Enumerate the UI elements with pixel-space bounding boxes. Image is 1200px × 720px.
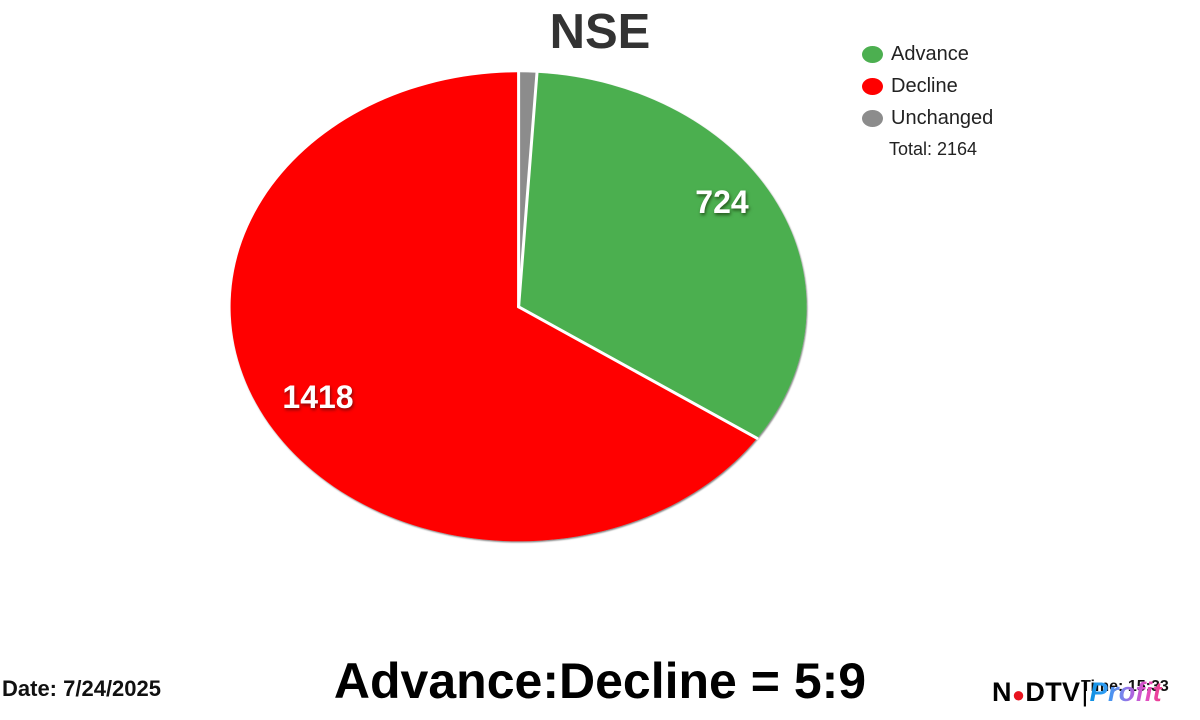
svg-text:724: 724: [695, 184, 749, 220]
svg-text:1418: 1418: [282, 379, 353, 415]
